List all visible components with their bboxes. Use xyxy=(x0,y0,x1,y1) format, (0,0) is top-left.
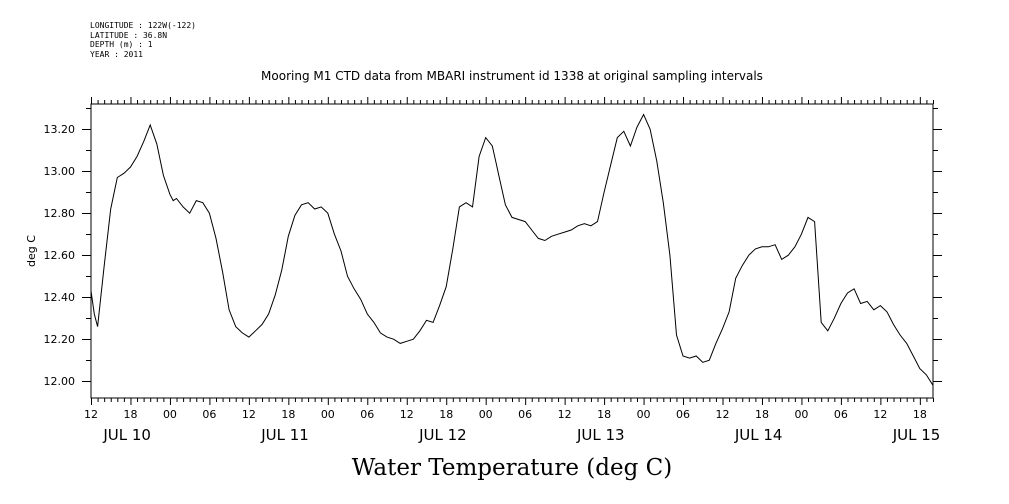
latitude-text: LATITUDE : 36.8N xyxy=(90,30,168,40)
y-tick-label: 12.20 xyxy=(44,333,76,346)
x-tick-label: 12 xyxy=(400,408,414,421)
x-tick-labels: 12 18 00 06 12 18 00 06 12 18 00 06 12 18 00 06 12 18 00 06… xyxy=(84,408,927,421)
x-tick-label: 06 xyxy=(676,408,690,421)
x-tick-label: 18 xyxy=(439,408,453,421)
chart-title: Mooring M1 CTD data from MBARI instrumen… xyxy=(261,69,763,83)
y-tick-label: 12.00 xyxy=(44,375,76,388)
x-tick-label: 00 xyxy=(637,408,651,421)
x-tick-label: 18 xyxy=(913,408,927,421)
x-tick-label: 18 xyxy=(281,408,295,421)
x-tick-label: 06 xyxy=(202,408,216,421)
y-tick-label: 13.20 xyxy=(44,123,76,136)
temperature-series-line xyxy=(90,113,934,386)
x-tick-label: 18 xyxy=(755,408,769,421)
plot-frame xyxy=(90,103,934,399)
year-text: YEAR : 2011 xyxy=(90,49,143,59)
location-metadata: LONGITUDE : 122W(-122) LATITUDE : 36.8N … xyxy=(90,21,196,59)
x-tick-label: 18 xyxy=(123,408,137,421)
y-axis-label: deg C xyxy=(25,235,38,267)
date-label: JUL 14 xyxy=(734,426,783,444)
x-axis-label: Water Temperature (deg C) xyxy=(352,455,672,481)
date-label: JUL 15 xyxy=(892,426,941,444)
depth-text: DEPTH (m) : 1 xyxy=(90,40,153,49)
date-label: JUL 13 xyxy=(576,426,625,444)
axis-ticks xyxy=(82,97,942,405)
y-tick-labels: 12.00 12.20 12.40 12.60 12.80 13.00 13.20 xyxy=(44,123,76,388)
date-label: JUL 11 xyxy=(260,426,309,444)
y-tick-label: 12.60 xyxy=(44,249,76,262)
y-tick-label: 12.80 xyxy=(44,207,76,220)
y-tick-label: 12.40 xyxy=(44,291,76,304)
x-tick-label: 12 xyxy=(558,408,572,421)
x-tick-label: 18 xyxy=(597,408,611,421)
x-tick-label: 06 xyxy=(360,408,374,421)
x-tick-label: 12 xyxy=(873,408,887,421)
x-tick-label: 06 xyxy=(834,408,848,421)
x-tick-label: 00 xyxy=(163,408,177,421)
x-tick-label: 06 xyxy=(518,408,532,421)
x-tick-label: 00 xyxy=(321,408,335,421)
x-tick-label: 00 xyxy=(479,408,493,421)
x-tick-label: 12 xyxy=(84,408,98,421)
date-labels: JUL 10 JUL 11 JUL 12 JUL 13 JUL 14 JUL 15 xyxy=(102,426,940,444)
longitude-text: LONGITUDE : 122W(-122) xyxy=(90,21,196,30)
date-label: JUL 10 xyxy=(102,426,151,444)
x-tick-label: 12 xyxy=(242,408,256,421)
date-label: JUL 12 xyxy=(418,426,467,444)
x-tick-label: 12 xyxy=(716,408,730,421)
y-tick-label: 13.00 xyxy=(44,165,76,178)
x-tick-label: 00 xyxy=(794,408,808,421)
